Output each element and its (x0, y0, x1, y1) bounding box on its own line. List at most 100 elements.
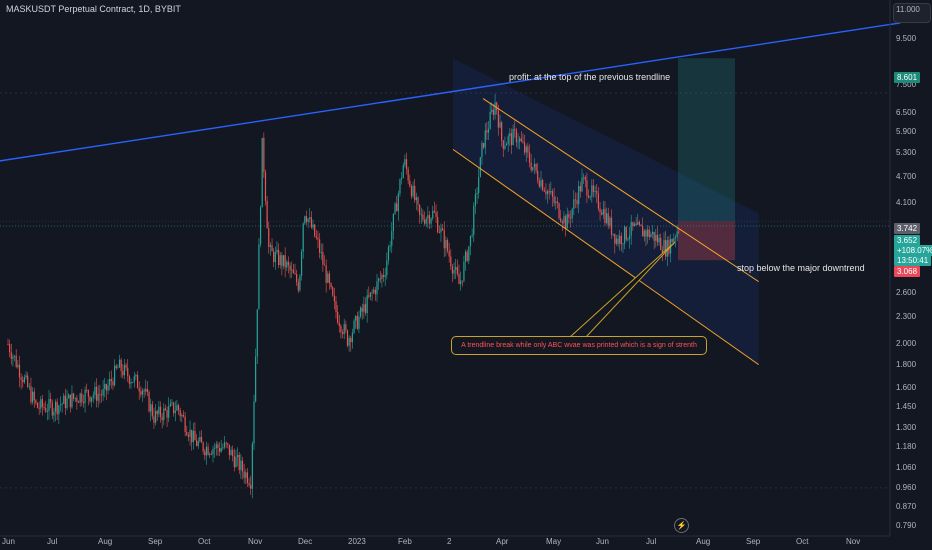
candle-body (136, 374, 139, 389)
candle-body (7, 344, 9, 345)
candle-body (491, 109, 493, 112)
candle-body (12, 356, 14, 359)
candle-body (545, 191, 547, 195)
candle-body (97, 393, 99, 401)
price-tick-label: 6.500 (896, 108, 917, 118)
candle-body (227, 443, 229, 445)
candle-body (215, 444, 217, 449)
candle-body (351, 332, 353, 343)
candle-body (284, 255, 286, 268)
price-tick-label: 1.060 (896, 463, 917, 473)
candle-body (438, 232, 440, 233)
candle-body (399, 179, 401, 194)
candle-body (230, 449, 232, 456)
replay-icon[interactable]: ⚡ (674, 518, 689, 533)
candle-body (546, 191, 549, 195)
candle-body (363, 304, 365, 312)
candle-body (199, 436, 201, 442)
price-tick-label: 1.800 (896, 359, 917, 369)
candle-body (361, 307, 363, 312)
candle-body (132, 382, 134, 383)
candle-body (348, 338, 350, 346)
stop-annotation: stop below the major downtrend (737, 263, 865, 273)
candle-body (258, 244, 260, 310)
stop-zone (678, 221, 735, 261)
candle-body (369, 292, 372, 297)
candle-body (597, 193, 599, 209)
candle-body (627, 238, 629, 240)
candle-body (402, 165, 404, 179)
candle-body (205, 446, 208, 456)
candle-body (102, 388, 104, 396)
price-tick-label: 1.600 (896, 382, 917, 392)
candle-body (159, 406, 162, 417)
candle-body (35, 400, 37, 403)
candle-body (486, 130, 488, 133)
candle-body (587, 195, 590, 198)
candle-body (76, 397, 78, 402)
candle-body (625, 226, 627, 240)
candle-body (104, 384, 106, 389)
candle-body (435, 212, 437, 218)
candle-body (382, 274, 385, 277)
candle-body (419, 204, 421, 215)
candle-body (568, 214, 570, 218)
candle-body (17, 364, 19, 367)
candle-body (330, 283, 332, 288)
candle-body (455, 267, 457, 271)
candle-body (332, 287, 334, 296)
candle-body (384, 275, 386, 277)
candle-body (38, 407, 40, 409)
candle-body (271, 245, 273, 252)
candle-body (586, 180, 588, 196)
candle-body (615, 238, 618, 244)
price-tick-label: 5.900 (896, 127, 917, 137)
candle-body (53, 411, 55, 416)
candle-body (204, 451, 206, 456)
candle-body (358, 316, 360, 329)
candle-body (317, 237, 319, 240)
channel-fill (453, 58, 759, 365)
time-tick-label: Dec (298, 537, 313, 546)
candle-body (223, 442, 226, 448)
candle-body (309, 217, 311, 219)
candle-body (128, 376, 130, 384)
candle-body (502, 140, 504, 149)
candle-body (266, 200, 268, 229)
time-tick-label: May (546, 537, 562, 546)
candle-body (432, 210, 434, 219)
candle-body (373, 289, 375, 293)
candle-body (191, 429, 193, 443)
price-tick-label: 1.450 (896, 402, 917, 411)
candle-body (525, 146, 527, 153)
candle-body (282, 255, 285, 267)
candle-body (256, 309, 258, 357)
candle-body (528, 152, 531, 163)
current-price-badge: 3.652 (894, 235, 921, 246)
candle-body (466, 251, 468, 261)
candle-body (253, 401, 255, 444)
candle-body (487, 128, 490, 133)
candle-body (294, 273, 296, 275)
time-tick-label: Nov (248, 537, 263, 546)
layout-button[interactable] (893, 3, 931, 23)
candle-body (647, 229, 649, 237)
candle-body (32, 391, 34, 403)
time-tick-label: 2 (447, 537, 452, 546)
candle-body (612, 233, 614, 235)
candle-body (41, 399, 44, 408)
candle-body (548, 191, 550, 193)
candle-body (494, 102, 496, 115)
candle-body (164, 408, 167, 411)
candle-body (386, 260, 388, 276)
price-tick-label: 2.300 (896, 311, 917, 321)
candle-body (376, 281, 378, 295)
candle-body (307, 218, 309, 222)
candle-body (387, 247, 390, 261)
long-position-tool (678, 58, 735, 261)
candle-body (209, 453, 211, 455)
candle-body (381, 274, 383, 279)
candle-body (325, 265, 327, 283)
candle-body (95, 386, 98, 401)
